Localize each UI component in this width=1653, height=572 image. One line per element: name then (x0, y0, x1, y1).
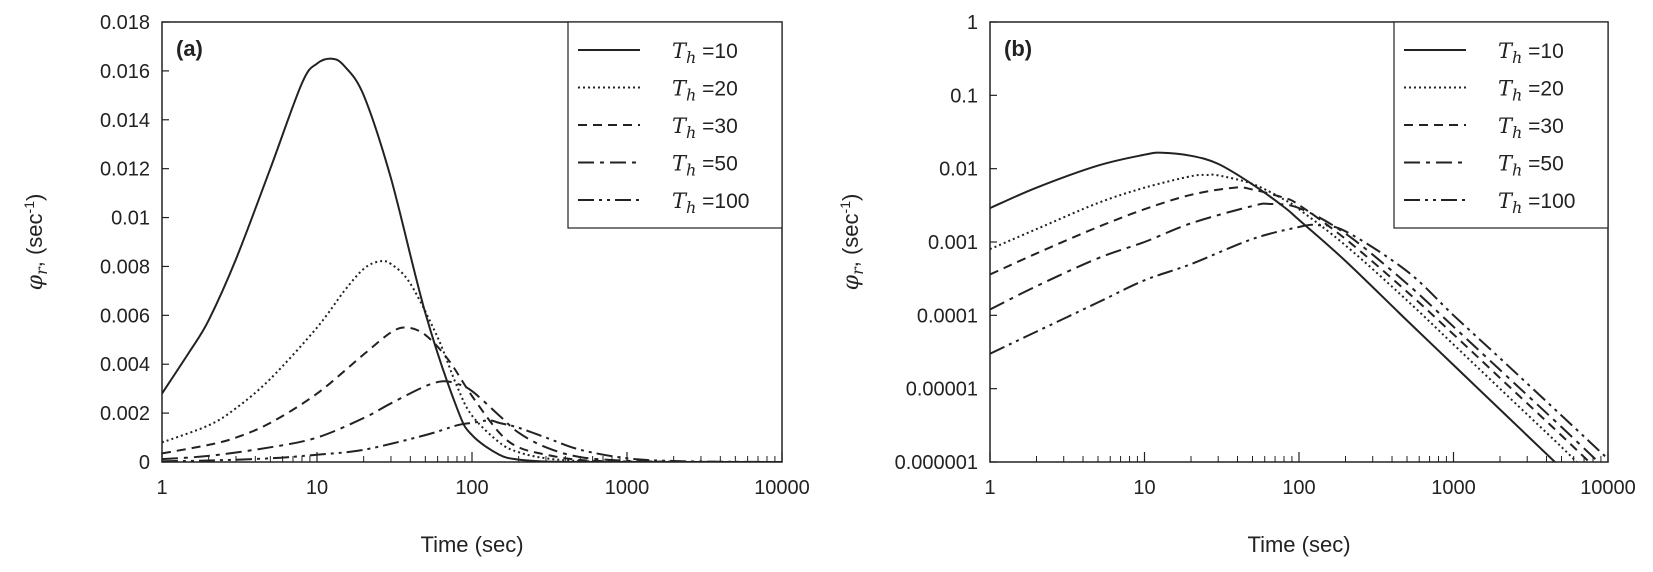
legend-entry: Th =10 (672, 39, 738, 67)
legend-entry: Th =20 (1498, 77, 1564, 105)
legend: Th =10 Th =20 Th =30 Th =50 Th =100 (567, 21, 783, 229)
series-line-th10 (990, 151, 1557, 462)
y-tick-label: 0.000001 (895, 452, 978, 474)
series-line-th30 (162, 326, 782, 462)
x-axis-title: Time (sec) (420, 532, 523, 557)
legend-entry: Th =100 (1498, 189, 1575, 217)
x-tick-label: 10000 (1580, 477, 1636, 499)
series-line-th50 (990, 202, 1600, 462)
series-line-th100 (162, 419, 782, 462)
y-tick-label: 0.014 (100, 110, 150, 132)
panel-label: (b) (1004, 36, 1032, 61)
x-tick-label: 100 (455, 477, 488, 499)
x-tick-label: 100 (1282, 477, 1315, 499)
x-tick-label: 1000 (605, 477, 650, 499)
x-tick-label: 10 (1133, 477, 1155, 499)
y-tick-label: 0.006 (100, 305, 150, 327)
legend-entry: Th =50 (672, 152, 738, 180)
chart-panel-a: 1 10 100 1000 10000 0 0.002 0.004 0.006 0.008 0.01… (21, 12, 810, 557)
series-line-th20 (162, 259, 782, 462)
y-tick-label: 1 (967, 12, 978, 34)
legend-entry: Th =10 (1498, 39, 1564, 67)
panel-label: (a) (176, 36, 203, 61)
y-tick-label: 0.0001 (917, 305, 978, 327)
y-tick-label: 0.1 (950, 85, 978, 107)
y-tick-label: 0.008 (100, 256, 150, 278)
y-tick-label: 0.012 (100, 159, 150, 181)
x-tick-label: 10000 (754, 477, 810, 499)
legend-entry: Th =100 (672, 189, 749, 217)
y-tick-label: 0 (139, 452, 150, 474)
y-tick-label: 0.016 (100, 61, 150, 83)
y-tick-label: 0.004 (100, 354, 150, 376)
series-line-th50 (162, 380, 782, 462)
x-tick-label: 1 (156, 477, 167, 499)
y-tick-label: 0.002 (100, 403, 150, 425)
x-tick-label: 1000 (1431, 477, 1476, 499)
y-tick-label: 0.001 (928, 232, 978, 254)
legend-box (567, 21, 783, 229)
y-tick-label: 0.00001 (906, 379, 978, 401)
chart-panel-b: 1 10 100 1000 10000 0.000001 0.00001 0.0001 0.00… (837, 12, 1636, 557)
legend-box (1393, 21, 1609, 229)
legend-entry: Th =30 (672, 114, 738, 142)
y-tick-label: 0.018 (100, 12, 150, 34)
series-line-th10 (162, 57, 782, 462)
x-tick-label: 1 (984, 477, 995, 499)
y-axis-title: φr, (sec-1) (21, 194, 51, 291)
legend-entry: Th =20 (672, 77, 738, 105)
y-axis-title: φr, (sec-1) (837, 194, 867, 291)
legend: Th =10 Th =20 Th =30 Th =50 Th =100 (1393, 21, 1609, 229)
legend-entry: Th =50 (1498, 152, 1564, 180)
series-group (990, 151, 1608, 462)
y-tick-label: 0.01 (939, 159, 978, 181)
x-tick-label: 10 (306, 477, 328, 499)
series-line-th30 (990, 186, 1591, 462)
series-group (162, 57, 782, 462)
x-axis-title: Time (sec) (1247, 532, 1350, 557)
legend-entry: Th =30 (1498, 114, 1564, 142)
y-tick-label: 0.01 (111, 208, 150, 230)
series-line-th100 (990, 223, 1608, 460)
